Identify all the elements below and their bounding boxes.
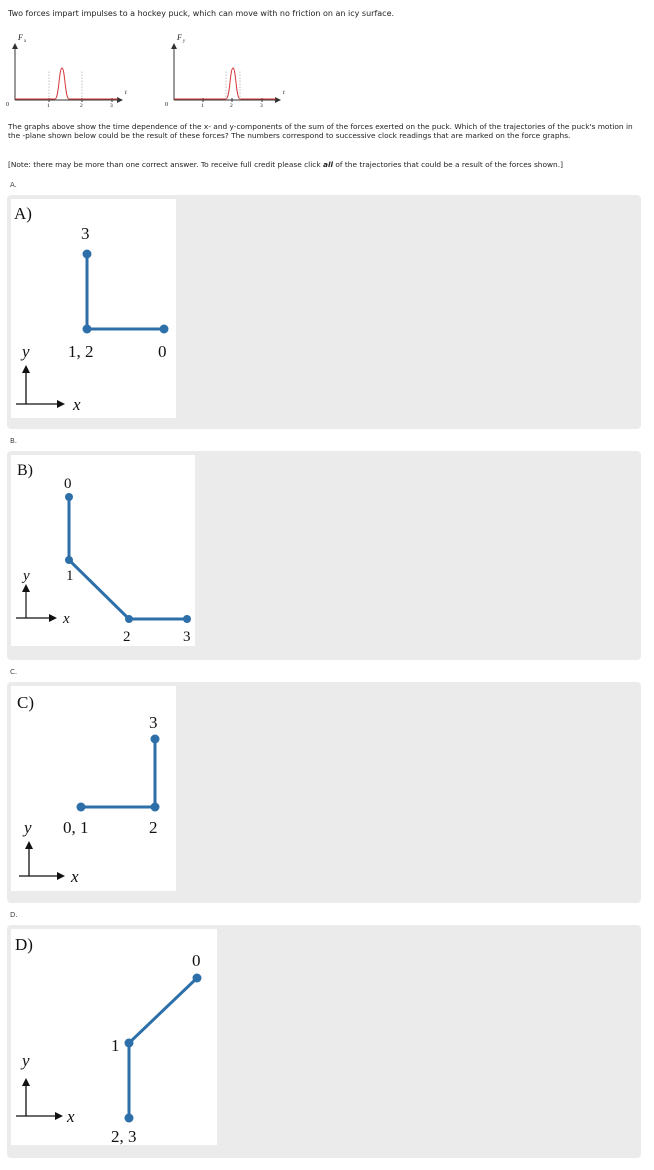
fy-origin: 0	[165, 102, 168, 108]
option-c[interactable]: C) 3 0, 1 2 y x	[7, 682, 641, 903]
axis-y-label: y	[22, 818, 32, 837]
option-a-image: A) 3 1, 2 0 y x	[11, 199, 176, 418]
fx-impulse	[15, 67, 118, 100]
point-3	[150, 734, 160, 744]
label-0: 0	[192, 951, 201, 970]
label-3: 3	[81, 224, 90, 243]
label-2: 2	[149, 818, 158, 837]
point-2-3	[124, 1113, 134, 1123]
label-1-2: 1, 2	[68, 342, 94, 361]
fx-tick-1: 1	[47, 103, 50, 109]
note-emphasis: all	[322, 160, 334, 169]
option-d-title: D)	[15, 935, 33, 954]
label-3: 3	[183, 629, 191, 645]
fx-tick-3: 3	[110, 103, 113, 109]
fx-graph: F x t 0 1 2 3	[6, 33, 127, 109]
question-note: [Note: there may be more than one correc…	[8, 160, 648, 169]
label-0: 0	[158, 342, 167, 361]
axis-x-label: x	[66, 1107, 75, 1126]
label-3: 3	[149, 713, 158, 732]
label-0-1: 0, 1	[63, 818, 89, 837]
point-2	[150, 802, 160, 812]
point-2	[125, 615, 133, 623]
option-c-image: C) 3 0, 1 2 y x	[11, 686, 176, 891]
fx-ylabel-sub: x	[23, 39, 27, 44]
point-1	[65, 556, 73, 564]
point-0	[192, 973, 202, 983]
label-0: 0	[64, 476, 72, 492]
fy-ylabel-sub: y	[182, 39, 186, 44]
option-b-image: B) 0 1 2 3 y x	[11, 455, 195, 646]
point-0-1	[76, 802, 86, 812]
option-d[interactable]: D) 0 1 2, 3 y x	[7, 925, 641, 1158]
fx-ylabel: F	[17, 33, 23, 42]
label-1: 1	[66, 568, 74, 584]
fy-tick-2: 2	[230, 103, 233, 109]
fx-xlabel: t	[125, 90, 127, 96]
option-a-title: A)	[14, 204, 32, 223]
force-graphs: F x t 0 1 2 3 F y t 0 1 2 3	[6, 33, 285, 109]
label-2: 2	[123, 629, 131, 645]
option-letter-c: C.	[10, 668, 18, 676]
fy-graph: F y t 0 1 2 3	[165, 33, 285, 109]
fy-tick-3: 3	[260, 103, 263, 109]
option-letter-d: D.	[10, 911, 18, 919]
point-3	[183, 615, 191, 623]
axis-y-label: y	[20, 342, 30, 361]
fy-impulse	[174, 67, 276, 100]
axis-x-label: x	[72, 395, 81, 414]
option-letter-b: B.	[10, 437, 18, 445]
question-body: The graphs above show the time dependenc…	[8, 122, 633, 140]
axis-x-label: x	[70, 867, 79, 886]
point-0	[65, 493, 73, 501]
note-prefix: [Note: there may be more than one correc…	[8, 160, 323, 169]
label-1: 1	[111, 1036, 120, 1055]
point-3	[82, 249, 92, 259]
option-d-image: D) 0 1 2, 3 y x	[11, 929, 217, 1146]
fy-ylabel: F	[176, 33, 182, 42]
fx-origin: 0	[6, 102, 9, 108]
axis-y-label: y	[20, 1051, 30, 1070]
option-letter-a: A.	[10, 181, 17, 189]
axis-x-label: x	[62, 611, 70, 627]
fx-tick-2: 2	[80, 103, 83, 109]
option-b[interactable]: B) 0 1 2 3 y x	[7, 451, 641, 660]
point-0	[159, 324, 169, 334]
note-suffix: of the trajectories that could be a resu…	[333, 160, 563, 169]
axis-y-label: y	[21, 568, 30, 584]
fy-xlabel: t	[283, 90, 285, 96]
point-1-2	[82, 324, 92, 334]
label-2-3: 2, 3	[111, 1127, 137, 1145]
fy-tick-1: 1	[201, 103, 204, 109]
question-intro: Two forces impart impulses to a hockey p…	[8, 9, 395, 18]
point-1	[124, 1038, 134, 1048]
option-c-title: C)	[17, 693, 34, 712]
option-b-title: B)	[17, 462, 33, 479]
option-a[interactable]: A) 3 1, 2 0 y x	[7, 195, 641, 429]
